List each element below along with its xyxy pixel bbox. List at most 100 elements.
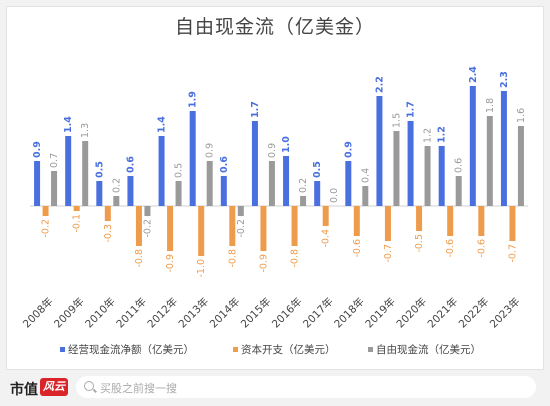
x-tick-label-7: 2015年 — [238, 295, 274, 331]
data-label-s3-10: 0.4 — [360, 168, 371, 183]
bar-s2-7 — [260, 206, 267, 251]
data-label-s3-4: 0.5 — [174, 163, 185, 178]
bar-s2-0 — [42, 206, 49, 216]
bar-s1-7 — [251, 121, 258, 206]
data-label-s1-0: 0.9 — [32, 141, 43, 158]
search-input[interactable]: 买股之前搜一搜 — [76, 376, 536, 398]
data-label-s3-0: 0.7 — [49, 153, 60, 168]
x-tick-label-3: 2011年 — [114, 295, 150, 331]
x-tick-label-10: 2018年 — [331, 295, 367, 331]
x-tick-label-8: 2016年 — [269, 295, 305, 331]
bar-s1-15 — [500, 91, 507, 206]
data-label-s1-2: 0.5 — [94, 161, 105, 178]
bar-s1-1 — [65, 136, 72, 206]
bar-s3-15 — [517, 126, 524, 206]
bar-s1-13 — [438, 146, 445, 206]
data-label-s1-5: 1.9 — [188, 91, 199, 108]
bar-s3-5 — [206, 161, 213, 206]
x-tick-label-0: 2008年 — [20, 295, 56, 331]
data-label-s3-13: 0.6 — [454, 158, 465, 173]
data-label-s3-2: 0.2 — [111, 178, 122, 193]
bar-s1-9 — [314, 181, 321, 206]
bar-s2-13 — [447, 206, 454, 236]
bar-s3-11 — [393, 131, 400, 206]
x-tick-label-6: 2014年 — [207, 295, 243, 331]
bar-s3-13 — [455, 176, 462, 206]
x-tick-label-11: 2019年 — [363, 295, 399, 331]
data-label-s3-12: 1.2 — [423, 128, 434, 143]
bar-s2-5 — [198, 206, 205, 256]
data-label-s1-7: 1.7 — [250, 101, 261, 118]
data-label-s3-1: 1.3 — [80, 123, 91, 138]
data-label-s1-12: 1.7 — [406, 101, 417, 118]
bar-s2-10 — [353, 206, 360, 236]
legend-swatch-2 — [233, 347, 238, 352]
data-label-s2-11: -0.7 — [383, 244, 394, 263]
data-label-s1-11: 2.2 — [374, 76, 385, 93]
x-tick-label-4: 2012年 — [145, 295, 181, 331]
data-label-s3-7: 0.9 — [267, 143, 278, 158]
data-label-s3-8: 0.2 — [298, 178, 309, 193]
data-label-s1-14: 2.4 — [468, 66, 479, 83]
bar-s1-14 — [469, 86, 476, 206]
data-label-s1-6: 0.6 — [219, 156, 230, 173]
bar-s1-6 — [220, 176, 227, 206]
data-label-s1-8: 1.0 — [281, 136, 292, 153]
x-tick-label-14: 2022年 — [456, 295, 492, 331]
bar-s1-12 — [407, 121, 414, 206]
legend-label-2: 资本开支（亿美元） — [241, 343, 336, 356]
data-label-s2-7: -0.9 — [258, 254, 269, 273]
data-label-s1-9: 0.5 — [312, 161, 323, 178]
bar-s1-11 — [376, 96, 383, 206]
legend-swatch-3 — [368, 347, 373, 352]
bar-s1-0 — [34, 161, 41, 206]
data-label-s2-14: -0.6 — [476, 239, 487, 258]
data-label-s2-3: -0.8 — [134, 249, 145, 268]
search-icon — [84, 381, 94, 391]
x-tick-label-1: 2009年 — [51, 295, 87, 331]
bar-s2-14 — [478, 206, 485, 236]
data-label-s1-10: 0.9 — [343, 141, 354, 158]
bar-s1-8 — [283, 156, 290, 206]
x-tick-label-9: 2017年 — [300, 295, 336, 331]
data-label-s2-6: -0.8 — [227, 249, 238, 268]
bar-s3-10 — [362, 186, 369, 206]
bar-s1-10 — [345, 161, 352, 206]
bar-s2-2 — [104, 206, 111, 221]
bar-s3-4 — [175, 181, 182, 206]
bar-s2-4 — [167, 206, 174, 251]
chart-frame — [6, 6, 544, 370]
chart-svg: 0.9 -0.2 0.7 2008年 1.4 -0.1 1.3 2009年 0.5 -0.3 0.2… — [20, 66, 528, 356]
data-label-s2-8: -0.8 — [290, 249, 301, 268]
bar-s1-2 — [96, 181, 103, 206]
x-tick-label-12: 2020年 — [394, 295, 430, 331]
bar-s2-1 — [73, 206, 80, 211]
bar-s3-3 — [144, 206, 151, 216]
legend-swatch-1 — [60, 347, 65, 352]
data-label-s1-3: 0.6 — [125, 156, 136, 173]
bar-s2-3 — [135, 206, 142, 246]
bar-s3-2 — [113, 196, 120, 206]
bar-s2-15 — [509, 206, 516, 241]
legend-label-1: 经营现金流净额（亿美元） — [68, 343, 194, 356]
bar-s2-12 — [416, 206, 423, 231]
brand-logo-text: 市值 — [10, 382, 38, 398]
bar-s3-12 — [424, 146, 431, 206]
data-label-s1-1: 1.4 — [63, 116, 74, 133]
chart-title: 自由现金流（亿美金） — [174, 16, 375, 38]
brand-logo-badge: 风云 — [40, 378, 68, 396]
data-label-s2-0: -0.2 — [41, 219, 52, 238]
search-placeholder: 买股之前搜一搜 — [100, 382, 177, 395]
data-label-s2-13: -0.6 — [445, 239, 456, 258]
data-label-s3-14: 1.8 — [485, 98, 496, 113]
data-label-s3-5: 0.9 — [205, 143, 216, 158]
data-label-s2-5: -1.0 — [196, 259, 207, 278]
data-label-s1-4: 1.4 — [157, 116, 168, 133]
legend-label-3: 自由现金流（亿美元） — [376, 343, 481, 356]
bar-s1-4 — [158, 136, 165, 206]
bar-s1-5 — [189, 111, 196, 206]
footer-bar: 市值 风云 买股之前搜一搜 — [0, 370, 550, 406]
data-label-s1-15: 2.3 — [499, 71, 510, 88]
bar-s3-14 — [486, 116, 493, 206]
bar-s3-8 — [300, 196, 307, 206]
